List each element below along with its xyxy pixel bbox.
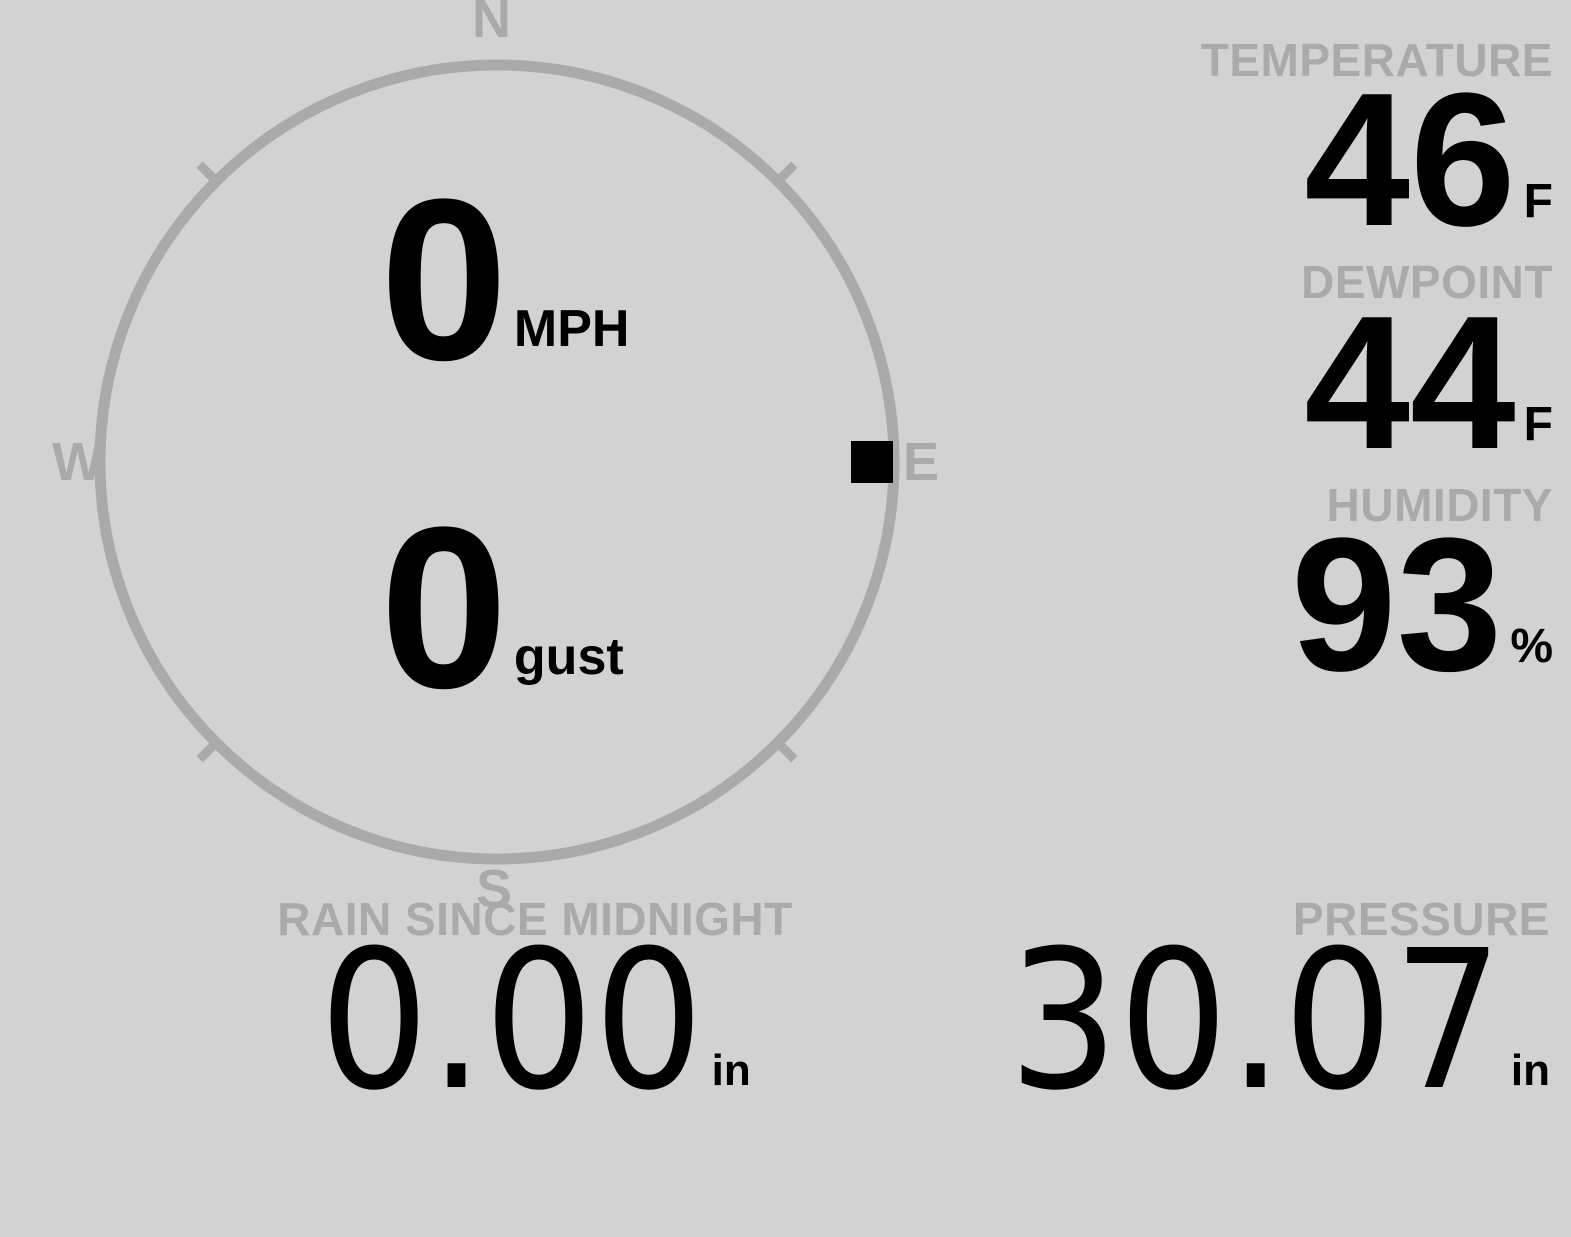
pressure-unit: in: [1510, 1045, 1550, 1095]
metric-humidity: HUMIDITY 93 %: [1093, 478, 1553, 711]
metric-temperature: TEMPERATURE 46 F: [1093, 34, 1553, 267]
dewpoint-unit: F: [1523, 397, 1553, 451]
dewpoint-label: DEWPOINT: [1301, 256, 1553, 309]
pressure-label: PRESSURE: [1292, 893, 1550, 945]
temperature-value: 46: [1304, 54, 1516, 267]
wind-speed-unit: MPH: [513, 300, 630, 359]
wind-speed-readout: 0 MPH: [380, 151, 630, 408]
metric-rain: RAIN SINCE MIDNIGHT 0.00 in: [250, 893, 820, 1134]
compass-label-north: N: [472, 0, 511, 49]
humidity-unit: %: [1510, 619, 1553, 673]
wind-direction-marker: [851, 441, 893, 483]
compass-ring: [94, 59, 900, 865]
wind-gust-readout: 0 gust: [380, 479, 624, 736]
pressure-value: 30.07: [1008, 910, 1503, 1134]
humidity-value-row: 93 %: [1093, 498, 1553, 711]
compass-label-east: E: [903, 432, 940, 492]
bottom-metrics-row: RAIN SINCE MIDNIGHT 0.00 in PRESSURE 30.…: [0, 895, 1571, 1145]
metric-pressure: PRESSURE 30.07 in: [880, 893, 1550, 1134]
wind-compass-panel: N E S W 0 MPH 0 gust: [0, 0, 995, 930]
rain-value-row: 0.00 in: [250, 910, 820, 1134]
compass-label-south: S: [476, 859, 513, 919]
rain-unit: in: [711, 1045, 751, 1095]
rain-value: 0.00: [319, 910, 704, 1134]
compass-label-west: W: [52, 432, 103, 492]
wind-gust-value: 0: [380, 479, 508, 736]
pressure-value-row: 30.07 in: [880, 910, 1550, 1134]
dewpoint-value: 44: [1304, 276, 1516, 489]
temperature-label: TEMPERATURE: [1200, 34, 1553, 86]
metric-dewpoint: DEWPOINT 44 F: [1093, 256, 1553, 489]
dewpoint-value-row: 44 F: [1093, 276, 1553, 489]
temperature-value-row: 46 F: [1093, 54, 1553, 267]
humidity-value: 93: [1290, 498, 1503, 711]
wind-speed-value: 0: [380, 151, 508, 408]
rain-label: RAIN SINCE MIDNIGHT: [277, 893, 793, 945]
temperature-unit: F: [1523, 175, 1553, 229]
compass-dial: [94, 59, 900, 865]
metrics-column: TEMPERATURE 46 F DEWPOINT 44 F HUMIDITY …: [1093, 34, 1553, 711]
wind-gust-unit: gust: [513, 628, 624, 687]
humidity-label: HUMIDITY: [1326, 478, 1553, 531]
compass-ticks: [196, 161, 798, 763]
